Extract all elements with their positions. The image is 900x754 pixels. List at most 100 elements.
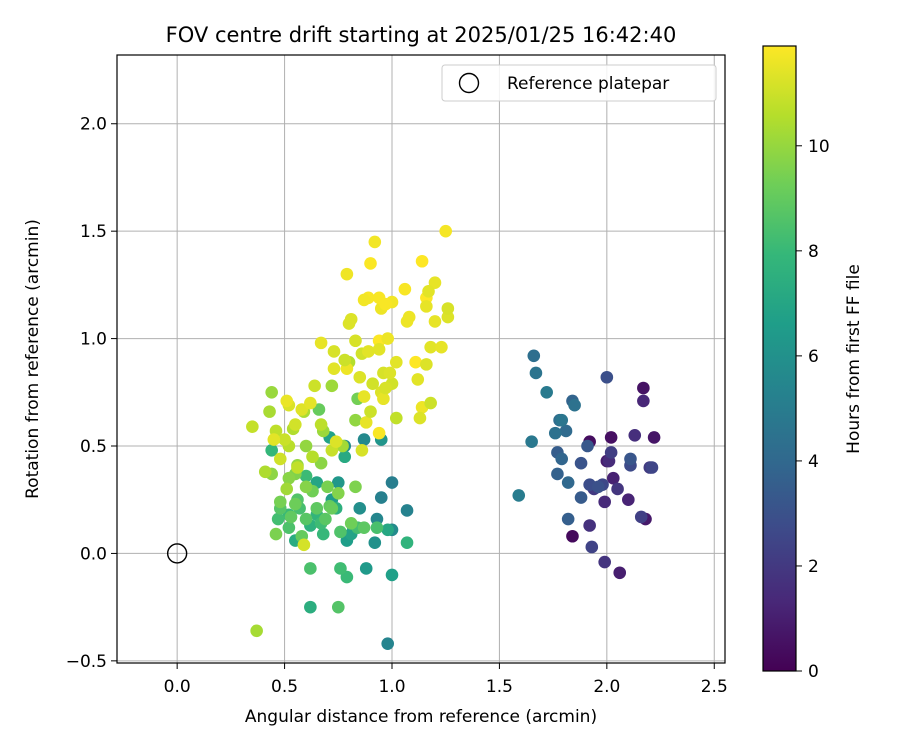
y-tick-label: 1.5 (80, 222, 107, 242)
colorbar-label: Hours from first FF file (844, 264, 864, 454)
y-tick-label: −0.5 (66, 652, 107, 672)
data-point: x=0.67, y=0.42, h=9.8 (314, 456, 328, 470)
data-point: x=1.88, y=0.26, h=3.4 (574, 491, 588, 504)
x-tick-label: 2.5 (701, 677, 728, 697)
data-point: x=0.88, y=0.61, h=11.5 (359, 416, 373, 429)
data-point: x=0.53, y=0.17, h=8.95 (284, 510, 298, 524)
data-point: x=1.02, y=0.89, h=11.4 (389, 355, 403, 369)
data-point: x=0.55, y=0.23, h=9.2 (289, 497, 302, 511)
colorbar-tick-label: 10 (808, 137, 830, 157)
y-tick-label: 2.0 (80, 115, 107, 135)
data-point: x=0.65, y=0.21, h=8.9 (310, 502, 324, 515)
data-point: x=0.96, y=0.72, h=11.5 (377, 392, 390, 406)
data-point: x=1.91, y=0.5, h=3.3 (581, 439, 594, 453)
x-tick-label: 1.5 (486, 677, 513, 697)
data-point: x=0.94, y=0.56, h=11.8 (372, 426, 386, 440)
scatter-points: x=1.84, y=0.08, h=0.3x=1.92, y=0.52, h=0… (246, 224, 661, 650)
x-tick-label: 1.0 (378, 677, 405, 697)
data-point: x=0.87, y=0.53, h=5.6 (357, 433, 371, 446)
data-point: x=0.45, y=0.53, h=11.4 (267, 433, 281, 446)
data-point: x=1.82, y=0.16, h=3.6 (561, 512, 575, 526)
data-point: x=0.75, y=0.28, h=9.65 (331, 486, 345, 500)
data-point: x=1.11, y=0.89, h=11.9 (409, 355, 422, 369)
x-tick-label: 0.5 (271, 677, 298, 697)
data-point: x=2.11, y=0.44, h=3.2 (624, 452, 637, 466)
data-point: x=2.22, y=0.54, h=0.7 (647, 431, 661, 444)
data-point: x=0.62, y=-0.07, h=8.45 (304, 562, 317, 575)
data-point: x=0.92, y=1.45, h=11.7 (368, 235, 382, 249)
data-point: x=0.72, y=0.78, h=10.15 (325, 379, 339, 393)
data-point: x=1.14, y=1.36, h=11.9 (415, 254, 429, 268)
data-point: x=1.16, y=0.88, h=11.3 (420, 358, 433, 371)
data-point: x=0.6, y=0.31, h=9.7 (299, 480, 313, 494)
y-tick-label: 1.0 (80, 330, 107, 350)
legend-marker (458, 72, 480, 94)
data-point: x=1.13, y=0.63, h=11.3 (413, 411, 427, 425)
data-point: x=0.62, y=0.7, h=11.45 (304, 396, 317, 410)
data-point: x=0.74, y=0.52, h=11.3 (329, 435, 343, 449)
data-point: x=0.89, y=0.94, h=11.4 (362, 345, 375, 358)
data-point: x=0.67, y=0.98, h=11.5 (314, 336, 328, 350)
data-point: x=0.52, y=0.35, h=9.75 (282, 471, 296, 485)
data-point: x=1, y=0.33, h=5.1 (385, 476, 399, 489)
legend: Reference platepar (441, 64, 717, 102)
data-point: x=0.87, y=0.73, h=11.5 (357, 390, 371, 403)
data-point: x=1.07, y=0.05, h=7.7 (400, 536, 414, 549)
data-point: x=0.87, y=1.18, h=11.7 (357, 293, 371, 307)
data-point: x=0.63, y=0.45, h=10.6 (306, 450, 319, 464)
data-point: x=1.2, y=1.08, h=11.5 (428, 315, 442, 328)
data-point: x=0.93, y=0.12, h=8.4 (370, 521, 384, 534)
data-point: x=0.88, y=-0.07, h=6.4 (359, 562, 373, 575)
data-point: x=0.92, y=0.05, h=6 (368, 536, 382, 549)
data-point: x=1.81, y=0.57, h=4.1 (559, 424, 573, 438)
data-point: x=0.98, y=1, h=11.6 (381, 332, 394, 345)
plot-frame (116, 54, 726, 664)
data-point: x=1.23, y=0.96, h=11.5 (435, 340, 448, 354)
data-point: x=0.76, y=-0.07, h=8.2 (334, 562, 347, 575)
y-tick-label: 0.0 (80, 544, 107, 564)
data-point: x=0.48, y=0.24, h=9.4 (273, 495, 287, 509)
y-axis-ticks: −0.5 0.0 0.5 1.0 1.5 2.0 (66, 115, 117, 672)
data-point: x=0.97, y=1.16, h=11.8 (379, 297, 392, 311)
chart-title: FOV centre drift starting at 2025/01/25 … (166, 23, 677, 47)
data-point: x=1.18, y=0.96, h=11.4 (424, 340, 437, 354)
data-point: x=0.44, y=0.48, h=7.9 (265, 444, 278, 457)
data-point: x=1.07, y=0.2, h=5.3 (400, 504, 414, 517)
y-tick-label: 0.5 (80, 437, 107, 457)
data-point: x=2.05, y=0.3, h=1.9 (611, 482, 624, 496)
data-point: x=1.99, y=-0.04, h=1.8 (598, 555, 611, 569)
data-point: x=0.59, y=0.04, h=11.15 (297, 538, 311, 552)
data-point: x=1.17, y=1.22, h=11.4 (422, 285, 435, 298)
data-point: x=0.85, y=0.82, h=11.3 (353, 370, 367, 384)
data-point: x=1.72, y=0.75, h=4.9 (540, 386, 553, 399)
gridlines (117, 55, 725, 663)
data-point: x=1.25, y=1.5, h=11.75 (439, 224, 453, 238)
data-point: x=1.93, y=0.03, h=2.4 (585, 540, 599, 554)
data-point: x=0.37, y=-0.36, h=10.3 (250, 624, 263, 638)
data-point: x=0.43, y=0.66, h=10.35 (263, 405, 276, 418)
data-point: x=0.69, y=0.16, h=8.8 (319, 512, 332, 526)
data-point: x=1.59, y=0.27, h=5 (512, 489, 526, 502)
data-point: x=0.64, y=0.78, h=11 (308, 379, 321, 393)
data-point: x=2.16, y=0.17, h=2.3 (634, 510, 648, 524)
data-point: x=0.83, y=0.62, h=9.9 (349, 413, 362, 427)
colorbar: 0 2 4 6 8 10 Hours from first FF file (762, 45, 864, 682)
data-point: x=0.95, y=0.26, h=5.2 (374, 491, 388, 504)
data-point: x=0.56, y=0.4, h=10.8 (291, 461, 304, 474)
data-point: x=0.91, y=0.79, h=11.1 (366, 377, 379, 391)
data-point: x=0.81, y=0.14, h=9.25 (344, 517, 358, 530)
data-point: x=0.6, y=0.36, h=8.1 (299, 469, 313, 483)
colorbar-tick-label: 2 (808, 557, 819, 577)
data-point: x=2.02, y=0.47, h=2.2 (604, 446, 618, 459)
data-point: x=0.48, y=0.44, h=11.05 (273, 452, 287, 466)
data-point: x=1.18, y=0.7, h=11 (424, 396, 437, 410)
data-point: x=1.76, y=0.56, h=4.4 (548, 426, 562, 440)
x-axis-ticks: 0.0 0.5 1.0 1.5 2.0 2.5 (164, 663, 728, 697)
data-point: x=0.6, y=0.5, h=9.95 (299, 439, 313, 453)
data-point: x=0.62, y=-0.25, h=7.4 (304, 600, 317, 614)
data-point: x=1.88, y=0.42, h=3.1 (574, 456, 588, 470)
colorbar-tick-label: 8 (808, 242, 819, 262)
data-point: x=0.51, y=0.3, h=10.2 (280, 482, 294, 496)
data-point: x=1.16, y=1.15, h=11.5 (420, 300, 433, 313)
data-point: x=1.82, y=0.33, h=4 (561, 476, 575, 489)
